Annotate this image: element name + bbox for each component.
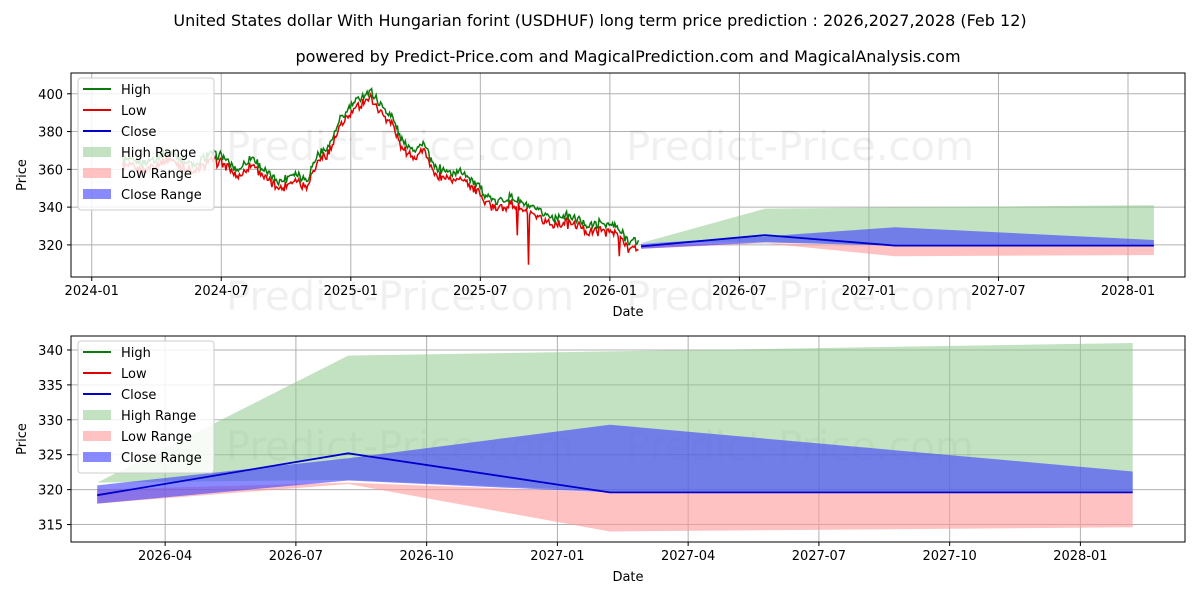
- legend-swatch: [83, 410, 111, 420]
- close-series-line: [97, 452, 1133, 497]
- legend-label: Close: [121, 388, 156, 403]
- x-tick-label: 2028-01: [1053, 549, 1107, 564]
- x-tick-label: 2026-07: [712, 284, 766, 299]
- y-axis-label: Price: [15, 423, 30, 455]
- x-tick-label: 2026-04: [138, 549, 192, 564]
- y-tick-label: 400: [38, 88, 63, 103]
- y-tick-label: 360: [38, 163, 63, 178]
- x-tick-label: 2026-10: [399, 549, 453, 564]
- legend-label: Low: [121, 104, 147, 119]
- forecast-panel: Predict-Price.comPredict-Price.com2026-0…: [15, 335, 1186, 585]
- legend-label: High Range: [121, 146, 196, 161]
- y-tick-label: 325: [38, 449, 63, 464]
- x-tick-label: 2028-01: [1101, 284, 1155, 299]
- legend-box: [77, 340, 215, 474]
- legend-label: High: [121, 83, 151, 98]
- close-range-band: [641, 227, 1154, 249]
- legend-label: Close Range: [121, 451, 202, 466]
- y-tick-label: 335: [38, 379, 63, 394]
- y-tick-label: 320: [38, 239, 63, 254]
- x-tick-label: 2027-04: [661, 549, 715, 564]
- x-tick-label: 2027-10: [922, 549, 976, 564]
- legend-swatch: [83, 189, 111, 199]
- legend-swatch: [83, 168, 111, 178]
- watermark-text: Predict-Price.com: [226, 274, 574, 320]
- x-axis-label: Date: [612, 570, 643, 585]
- legend-label: Low Range: [121, 167, 192, 182]
- legend-swatch: [83, 431, 111, 441]
- legend-label: Close: [121, 125, 156, 140]
- legend-label: Low Range: [121, 430, 192, 445]
- y-tick-label: 320: [38, 484, 63, 499]
- x-tick-label: 2024-01: [65, 284, 119, 299]
- x-tick-label: 2024-07: [194, 284, 248, 299]
- y-axis-label: Price: [15, 159, 30, 191]
- x-tick-label: 2027-07: [971, 284, 1025, 299]
- watermark-text: Predict-Price.com: [626, 274, 974, 320]
- x-tick-label: 2025-07: [453, 284, 507, 299]
- plot-frame: [70, 72, 1186, 278]
- x-tick-label: 2026-01: [583, 284, 637, 299]
- y-tick-label: 380: [38, 126, 63, 141]
- y-tick-label: 330: [38, 414, 63, 429]
- low-range-band: [97, 482, 1133, 532]
- legend-swatch: [83, 452, 111, 462]
- x-tick-label: 2027-07: [792, 549, 846, 564]
- close-range-band: [97, 424, 1133, 504]
- x-tick-label: 2027-01: [530, 549, 584, 564]
- x-tick-label: 2026-07: [269, 549, 323, 564]
- x-tick-label: 2025-01: [324, 284, 378, 299]
- y-tick-label: 315: [38, 519, 63, 534]
- chart-title: United States dollar With Hungarian fori…: [173, 11, 1026, 30]
- y-tick-label: 340: [38, 201, 63, 216]
- plot-frame: [70, 335, 1186, 543]
- legend-label: Close Range: [121, 188, 202, 203]
- x-axis-label: Date: [612, 305, 643, 320]
- legend-label: High Range: [121, 409, 196, 424]
- y-tick-label: 340: [38, 344, 63, 359]
- chart-subtitle: powered by Predict-Price.com and Magical…: [295, 47, 960, 66]
- legend-label: High: [121, 346, 151, 361]
- watermark-text: Predict-Price.com: [626, 124, 974, 170]
- legend-swatch: [83, 147, 111, 157]
- x-tick-label: 2027-01: [842, 284, 896, 299]
- legend-label: Low: [121, 367, 147, 382]
- plot-area: [97, 343, 1133, 532]
- close-series-line: [640, 234, 1154, 248]
- legend-box: [77, 77, 215, 211]
- overview-panel: Predict-Price.com Predict-Price.com Predic…: [15, 72, 1186, 320]
